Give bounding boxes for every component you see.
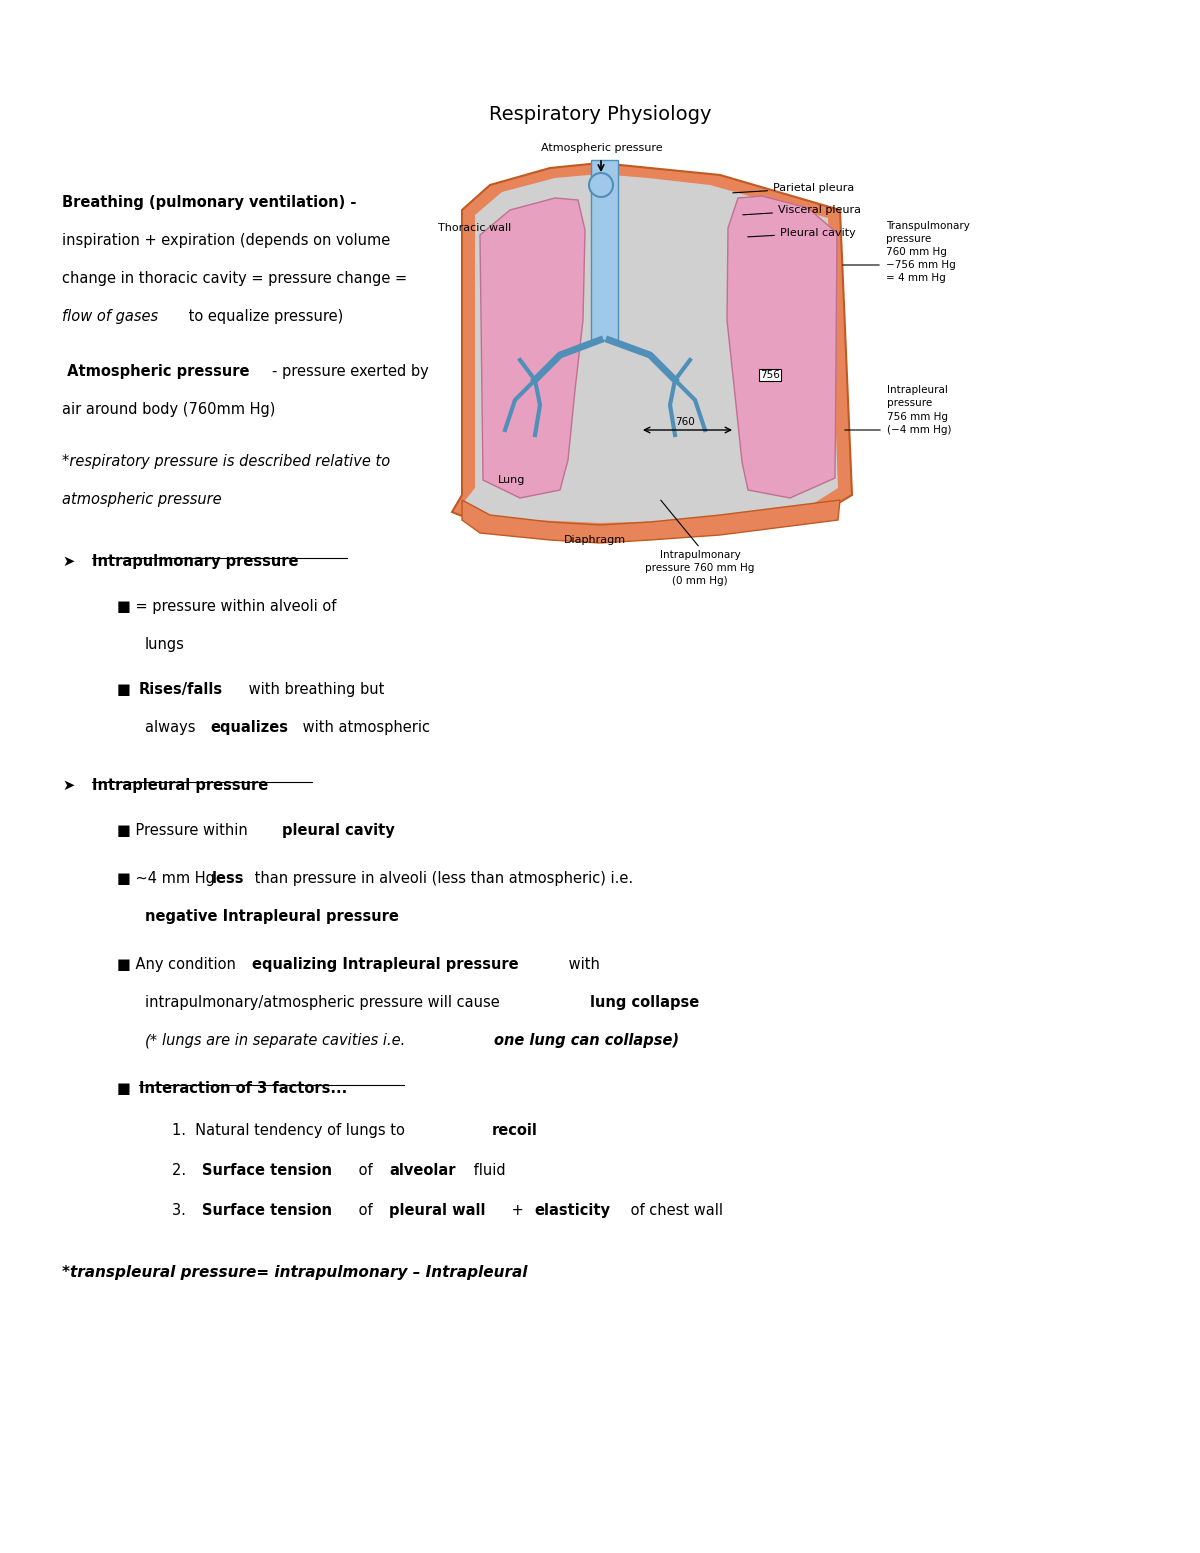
Text: Intrapleural
pressure
756 mm Hg
(−4 mm Hg): Intrapleural pressure 756 mm Hg (−4 mm H… bbox=[887, 385, 952, 435]
Text: *transpleural pressure= intrapulmonary – Intrapleural: *transpleural pressure= intrapulmonary –… bbox=[62, 1266, 528, 1280]
Circle shape bbox=[589, 172, 613, 197]
Text: intrapulmonary/atmospheric pressure will cause: intrapulmonary/atmospheric pressure will… bbox=[145, 995, 504, 1009]
Text: ➤: ➤ bbox=[62, 554, 74, 568]
Text: Surface tension: Surface tension bbox=[202, 1163, 332, 1179]
Text: Intrapulmonary
pressure 760 mm Hg
(0 mm Hg): Intrapulmonary pressure 760 mm Hg (0 mm … bbox=[646, 550, 755, 585]
Text: 760: 760 bbox=[676, 418, 695, 427]
Text: ■: ■ bbox=[118, 682, 136, 697]
Text: alveolar: alveolar bbox=[389, 1163, 456, 1179]
Text: with: with bbox=[564, 957, 600, 972]
Text: Intrapleural pressure: Intrapleural pressure bbox=[92, 778, 269, 794]
Text: pleural wall: pleural wall bbox=[389, 1204, 486, 1218]
Text: fluid: fluid bbox=[469, 1163, 505, 1179]
Polygon shape bbox=[463, 174, 838, 523]
Text: change in thoracic cavity = pressure change =: change in thoracic cavity = pressure cha… bbox=[62, 272, 407, 286]
Text: Atmospheric pressure: Atmospheric pressure bbox=[541, 143, 662, 154]
Text: 3.: 3. bbox=[172, 1204, 196, 1218]
Text: negative Intrapleural pressure: negative Intrapleural pressure bbox=[145, 909, 398, 924]
Text: with atmospheric: with atmospheric bbox=[298, 721, 430, 735]
Text: ■: ■ bbox=[118, 1081, 136, 1096]
Text: Atmospheric pressure: Atmospheric pressure bbox=[62, 363, 250, 379]
Text: pleural cavity: pleural cavity bbox=[282, 823, 395, 839]
Text: lung collapse: lung collapse bbox=[590, 995, 700, 1009]
Text: ➤: ➤ bbox=[62, 778, 74, 794]
Text: of: of bbox=[354, 1163, 377, 1179]
Polygon shape bbox=[727, 196, 838, 499]
Text: Transpulmonary
pressure
760 mm Hg
−756 mm Hg
= 4 mm Hg: Transpulmonary pressure 760 mm Hg −756 m… bbox=[886, 221, 970, 283]
Text: one lung can collapse): one lung can collapse) bbox=[494, 1033, 679, 1048]
Text: Interaction of 3 factors...: Interaction of 3 factors... bbox=[139, 1081, 347, 1096]
Text: ■ ~4 mm Hg: ■ ~4 mm Hg bbox=[118, 871, 220, 887]
Text: equalizing Intrapleural pressure: equalizing Intrapleural pressure bbox=[252, 957, 518, 972]
Text: ■ Pressure within: ■ Pressure within bbox=[118, 823, 252, 839]
Text: of chest wall: of chest wall bbox=[626, 1204, 722, 1218]
Text: always: always bbox=[145, 721, 200, 735]
Text: inspiration + expiration (depends on volume: inspiration + expiration (depends on vol… bbox=[62, 233, 390, 248]
Text: Diaphragm: Diaphragm bbox=[564, 534, 626, 545]
Text: elasticity: elasticity bbox=[534, 1204, 610, 1218]
Text: Parietal pleura: Parietal pleura bbox=[733, 183, 854, 193]
Polygon shape bbox=[452, 163, 852, 533]
Text: to equalize pressure): to equalize pressure) bbox=[184, 309, 343, 325]
Polygon shape bbox=[480, 197, 586, 499]
Text: Breathing (pulmonary ventilation) -: Breathing (pulmonary ventilation) - bbox=[62, 196, 356, 210]
Text: +: + bbox=[508, 1204, 528, 1218]
Text: 756: 756 bbox=[760, 370, 780, 380]
Text: - pressure exerted by: - pressure exerted by bbox=[272, 363, 428, 379]
Text: than pressure in alveoli (less than atmospheric) i.e.: than pressure in alveoli (less than atmo… bbox=[250, 871, 634, 887]
Text: Visceral pleura: Visceral pleura bbox=[743, 205, 860, 214]
Text: recoil: recoil bbox=[492, 1123, 538, 1138]
Text: atmospheric pressure: atmospheric pressure bbox=[62, 492, 222, 506]
Text: Pleural cavity: Pleural cavity bbox=[748, 228, 856, 238]
Text: with breathing but: with breathing but bbox=[244, 682, 384, 697]
Text: Surface tension: Surface tension bbox=[202, 1204, 332, 1218]
Text: ■ Any condition: ■ Any condition bbox=[118, 957, 240, 972]
Text: Lung: Lung bbox=[498, 475, 526, 485]
Text: Thoracic wall: Thoracic wall bbox=[438, 224, 511, 233]
Text: lungs: lungs bbox=[145, 637, 185, 652]
Text: Intrapulmonary pressure: Intrapulmonary pressure bbox=[92, 554, 299, 568]
Text: Rises/falls: Rises/falls bbox=[139, 682, 223, 697]
Text: ■ = pressure within alveoli of: ■ = pressure within alveoli of bbox=[118, 599, 336, 613]
Text: *respiratory pressure is described relative to: *respiratory pressure is described relat… bbox=[62, 453, 390, 469]
Polygon shape bbox=[462, 500, 840, 544]
Text: of: of bbox=[354, 1204, 377, 1218]
Bar bbox=[592, 160, 618, 340]
Text: Respiratory Physiology: Respiratory Physiology bbox=[488, 106, 712, 124]
Text: equalizes: equalizes bbox=[210, 721, 288, 735]
Text: air around body (760mm Hg): air around body (760mm Hg) bbox=[62, 402, 275, 418]
Text: lungs are in separate cavities i.e.: lungs are in separate cavities i.e. bbox=[162, 1033, 410, 1048]
Text: 1.  Natural tendency of lungs to: 1. Natural tendency of lungs to bbox=[172, 1123, 409, 1138]
Text: (*: (* bbox=[145, 1033, 158, 1048]
Text: less: less bbox=[212, 871, 245, 887]
Text: flow of gases: flow of gases bbox=[62, 309, 158, 325]
Text: 2.: 2. bbox=[172, 1163, 196, 1179]
